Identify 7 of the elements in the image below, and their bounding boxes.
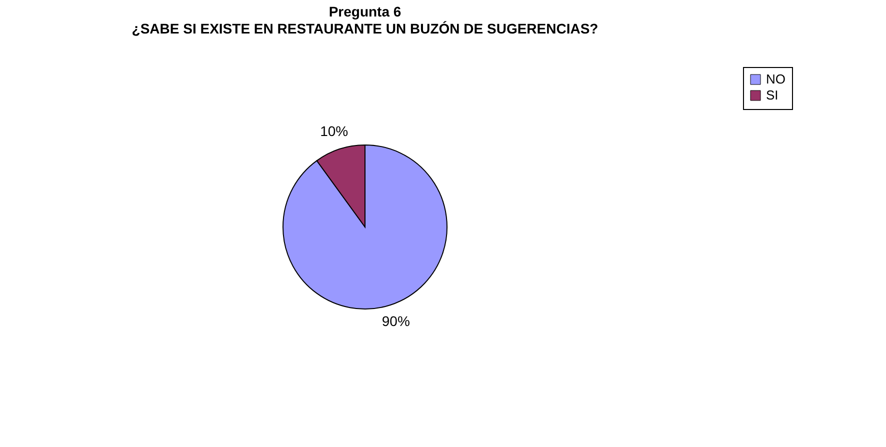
data-label: 90% — [382, 313, 410, 330]
chart-title: Pregunta 6 — [328, 4, 402, 20]
chart-subtitle: ¿SABE SI EXISTE EN RESTAURANTE UN BUZÓN DE SUGERENCIAS? — [132, 20, 598, 36]
legend-label: SI — [766, 88, 778, 102]
legend-label: NO — [766, 72, 786, 86]
data-label: 10% — [320, 122, 348, 139]
pie-slice — [282, 144, 448, 310]
